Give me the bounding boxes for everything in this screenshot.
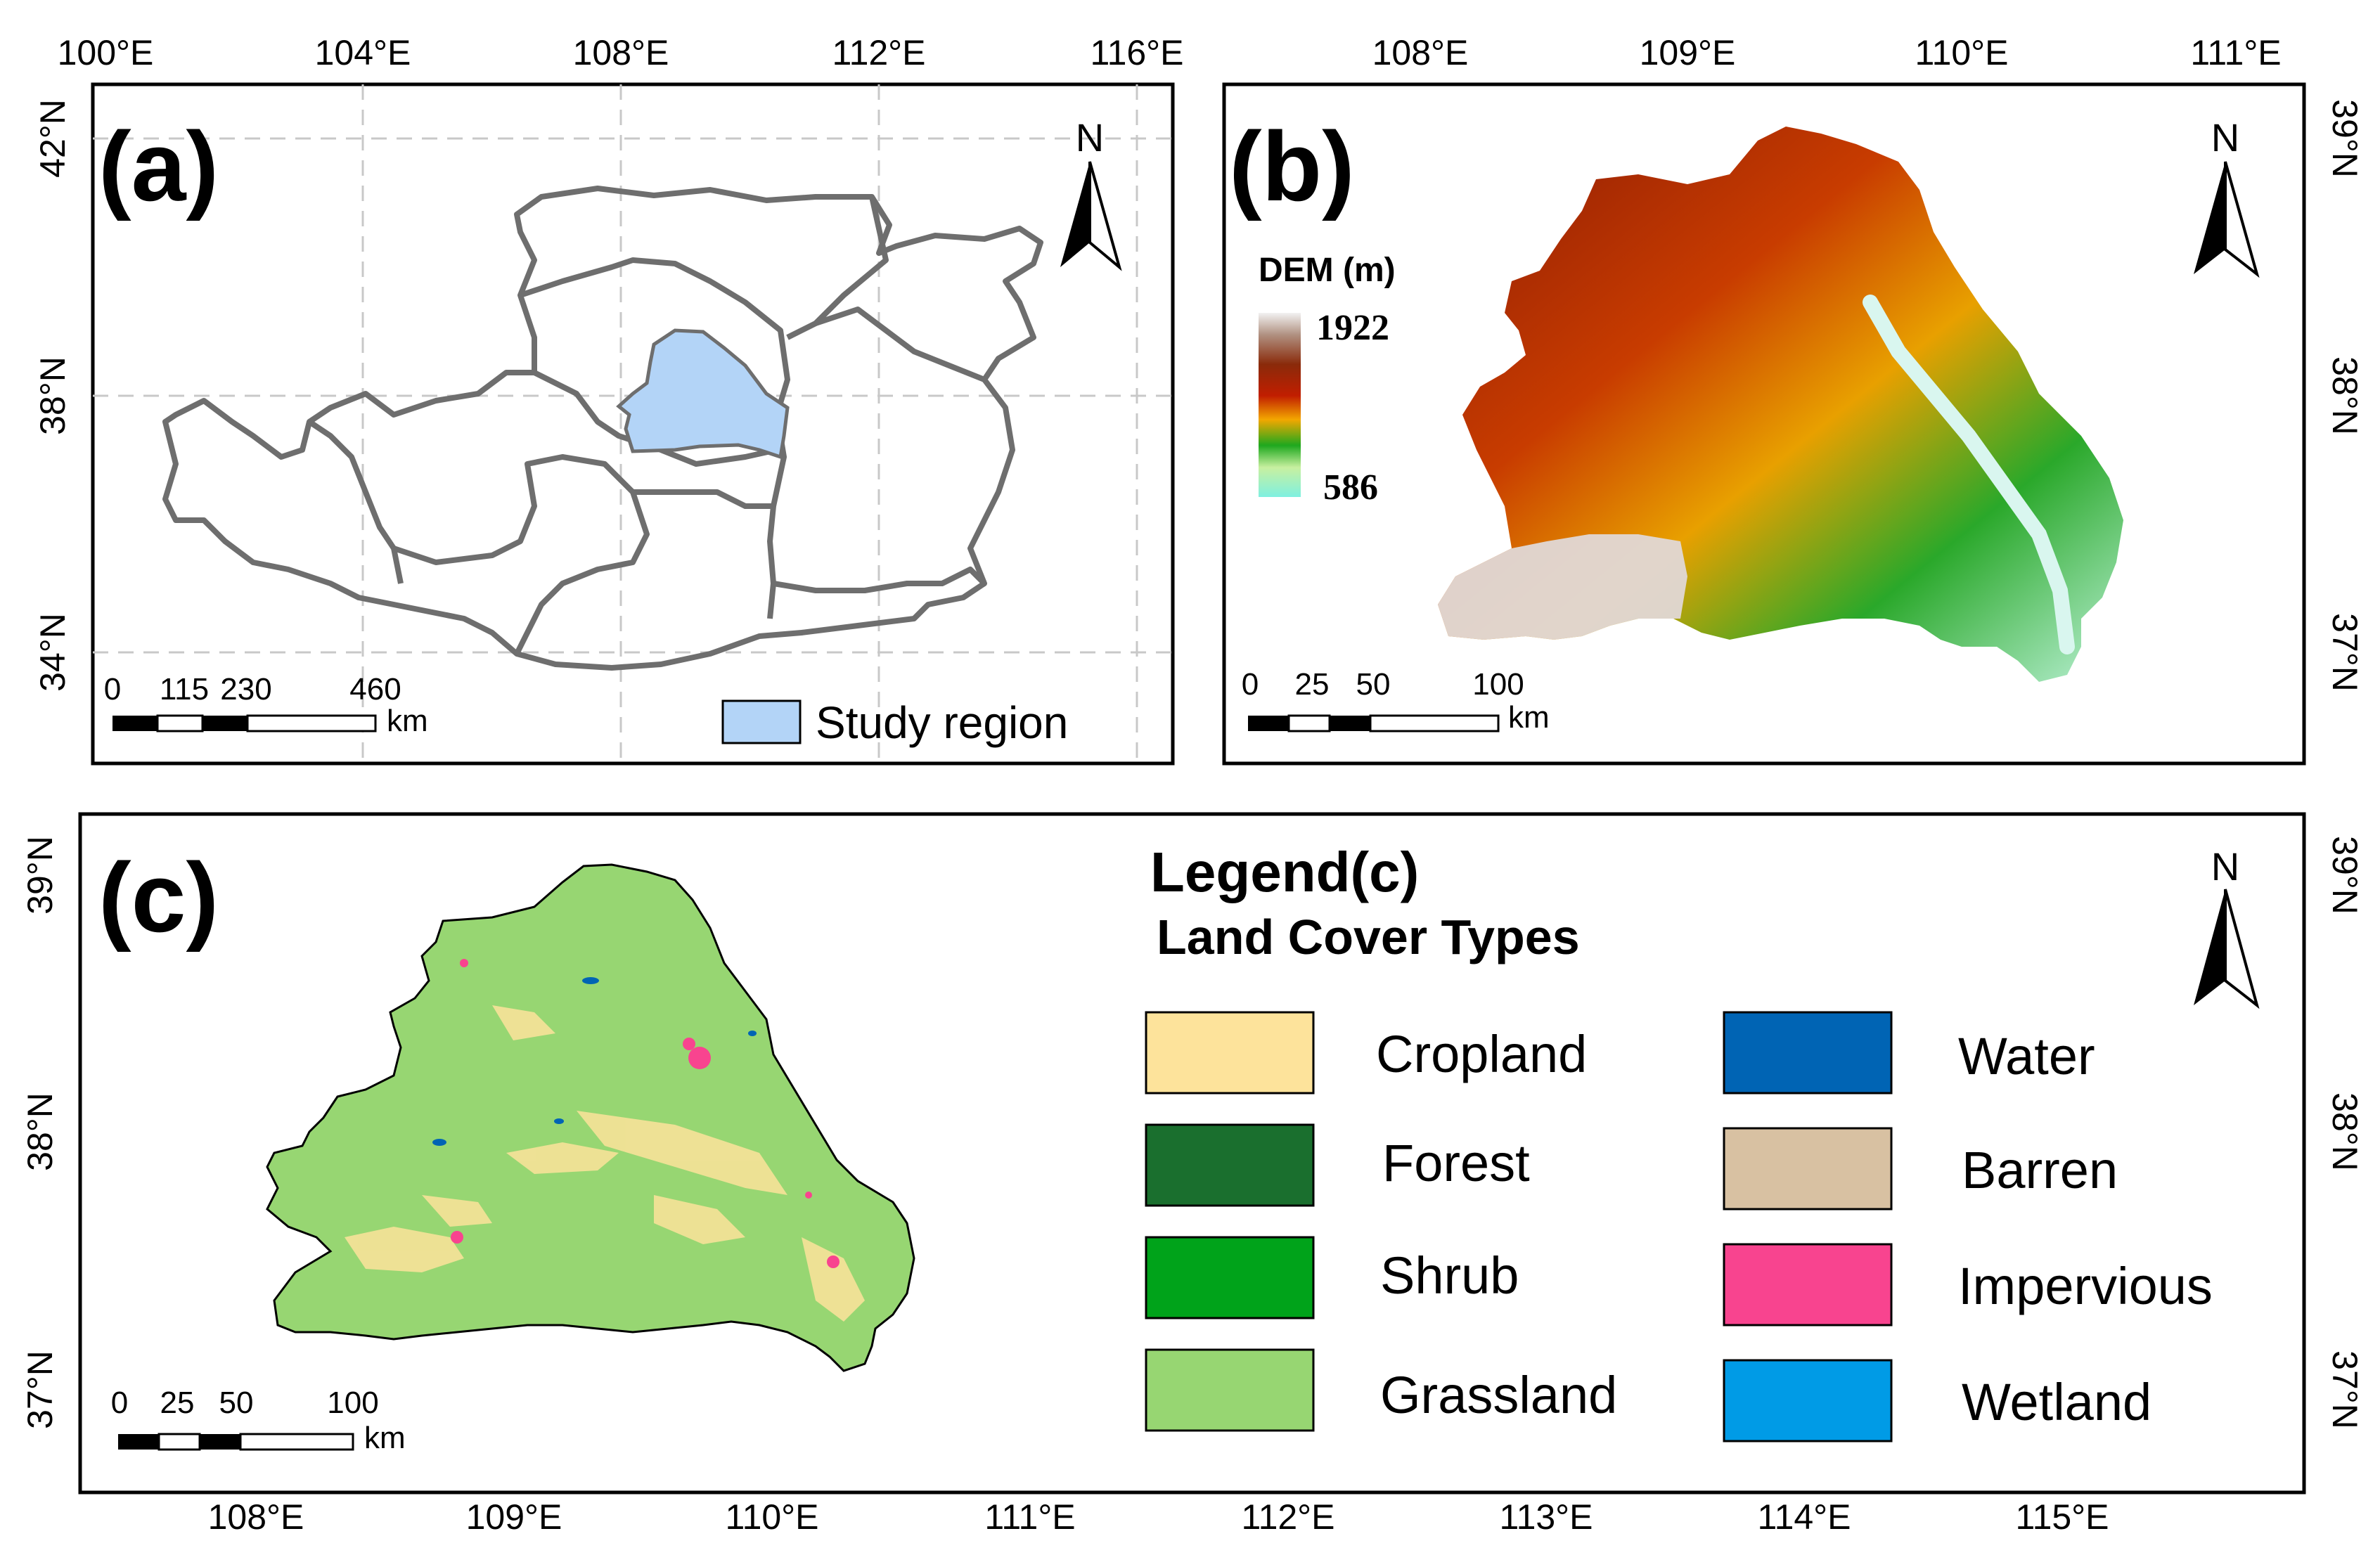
panel-b-lon-tick: 110°E: [1915, 33, 2008, 72]
panel-a-north-label: N: [1076, 115, 1104, 160]
legend-swatch-wetland: [1723, 1359, 1893, 1442]
panel-c: 108°E 109°E 110°E 111°E 112°E 113°E 114°…: [20, 812, 2365, 1537]
panel-a-scale-bar: 0 115 230 460 km: [104, 672, 428, 738]
legend-swatch-shrub: [1145, 1236, 1315, 1319]
dem-max-label: 1922: [1316, 308, 1389, 348]
panel-a-lon-tick: 116°E: [1090, 33, 1183, 72]
legend-subtitle: Land Cover Types: [1157, 910, 1580, 964]
legend-swatch-forest: [1145, 1123, 1315, 1207]
panel-c-north-label: N: [2211, 844, 2239, 889]
legend-label: Barren: [1962, 1141, 2118, 1199]
impervious-patches: [451, 959, 840, 1268]
study-region-swatch: [721, 699, 802, 744]
legend-item: Impervious: [1723, 1243, 2213, 1327]
legend-item: Water: [1723, 1011, 2095, 1095]
legend-item: Grassland: [1145, 1348, 1617, 1432]
panel-c-lon-tick: 111°E: [984, 1497, 1075, 1537]
panel-c-lat-tick: 37°N: [2325, 1350, 2365, 1429]
legend-item: Barren: [1723, 1127, 2118, 1211]
legend-swatch-grassland: [1145, 1348, 1315, 1432]
legend-swatch-water: [1723, 1011, 1893, 1095]
dem-legend-title: DEM (m): [1259, 252, 1396, 289]
panel-c-lon-tick: 114°E: [1757, 1497, 1851, 1537]
panel-b-lon-tick: 111°E: [2190, 33, 2281, 72]
scale-tick: 0: [111, 1386, 128, 1420]
scale-tick: 460: [349, 672, 401, 706]
legend-item: Wetland: [1723, 1359, 2151, 1442]
panel-c-label: (c): [98, 842, 219, 953]
panel-c-lon-tick: 112°E: [1241, 1497, 1334, 1537]
legend-swatch-barren: [1723, 1127, 1893, 1211]
panel-b-scale-bar: 0 25 50 100 km: [1242, 667, 1550, 735]
scale-tick: 25: [160, 1386, 195, 1420]
scale-unit: km: [364, 1421, 406, 1455]
panel-c-lon-tick: 115°E: [2015, 1497, 2109, 1537]
panel-a-lon-tick: 108°E: [573, 33, 669, 72]
panel-c-scale-bar: 0 25 50 100 km: [111, 1386, 406, 1455]
scale-tick: 100: [1472, 667, 1524, 702]
scale-tick: 115: [160, 672, 209, 706]
legend-label: Forest: [1382, 1134, 1530, 1192]
panel-b-label: (b): [1229, 111, 1355, 221]
panel-b: 108°E 109°E 110°E 111°E 39°N 38°N 37°N D…: [1222, 33, 2365, 766]
panel-c-lon-tick: 109°E: [466, 1497, 562, 1537]
panel-c-lat-tick: 39°N: [20, 836, 60, 915]
panel-c-lat-tick: 39°N: [2325, 836, 2365, 915]
scale-unit: km: [1508, 700, 1550, 735]
north-arrow-icon: [2194, 889, 2260, 1009]
scale-unit: km: [387, 704, 428, 738]
legend-title: Legend(c): [1150, 841, 1419, 903]
north-arrow-icon: [1060, 161, 1122, 271]
scale-tick: 25: [1295, 667, 1330, 702]
panel-c-lon-tick: 113°E: [1499, 1497, 1593, 1537]
cropland-patches: [345, 1005, 865, 1322]
panel-b-lat-tick: 39°N: [2325, 99, 2365, 178]
panel-c-lat-tick: 38°N: [2325, 1092, 2365, 1171]
water-patches: [432, 977, 757, 1146]
dem-high-west: [1438, 534, 1687, 640]
legend-label: Impervious: [1958, 1257, 2213, 1315]
panel-a-lon-tick: 112°E: [832, 33, 925, 72]
panel-a-lat-tick: 42°N: [33, 99, 72, 178]
legend-swatch-cropland: [1145, 1011, 1315, 1095]
legend-item: Forest: [1145, 1123, 1530, 1207]
panel-b-lat-tick: 37°N: [2325, 613, 2365, 692]
panel-b-lon-tick: 108°E: [1372, 33, 1469, 72]
panel-b-lon-tick: 109°E: [1640, 33, 1736, 72]
study-region-polygon: [616, 328, 790, 460]
north-arrow-icon: [2194, 161, 2260, 278]
panel-b-north-label: N: [2211, 115, 2239, 160]
legend-label: Cropland: [1376, 1025, 1587, 1083]
study-region-label: Study region: [816, 697, 1068, 748]
dem-colorbar: [1259, 313, 1301, 497]
legend-item: Shrub: [1145, 1236, 1519, 1319]
panel-c-lat-tick: 37°N: [20, 1350, 60, 1429]
panel-a-lat-tick: 34°N: [33, 613, 72, 692]
panel-a-lat-tick: 38°N: [33, 356, 72, 435]
panel-a-lon-tick: 100°E: [58, 33, 154, 72]
legend-label: Grassland: [1380, 1366, 1617, 1424]
legend-label: Wetland: [1962, 1373, 2151, 1431]
panel-a-lon-tick: 104°E: [315, 33, 411, 72]
scale-tick: 50: [1356, 667, 1391, 702]
panel-c-lon-tick: 108°E: [208, 1497, 304, 1537]
scale-tick: 0: [1242, 667, 1259, 702]
legend-swatch-impervious: [1723, 1243, 1893, 1327]
scale-tick: 230: [220, 672, 271, 706]
panel-a-label: (a): [98, 111, 219, 221]
legend-label: Shrub: [1380, 1246, 1519, 1305]
scale-tick: 0: [104, 672, 121, 706]
scale-tick: 50: [219, 1386, 254, 1420]
panel-c-lat-tick: 38°N: [20, 1092, 60, 1171]
dem-min-label: 586: [1323, 467, 1378, 508]
scale-tick: 100: [327, 1386, 378, 1420]
panel-a: 100°E 104°E 108°E 112°E 116°E 42°N 38°N …: [33, 33, 1184, 766]
panel-b-lat-tick: 38°N: [2325, 356, 2365, 435]
legend-label: Water: [1958, 1027, 2095, 1085]
panel-c-lon-tick: 110°E: [725, 1497, 818, 1537]
legend-item: Cropland: [1145, 1011, 1587, 1095]
dem-river-channel: [1863, 295, 2075, 654]
